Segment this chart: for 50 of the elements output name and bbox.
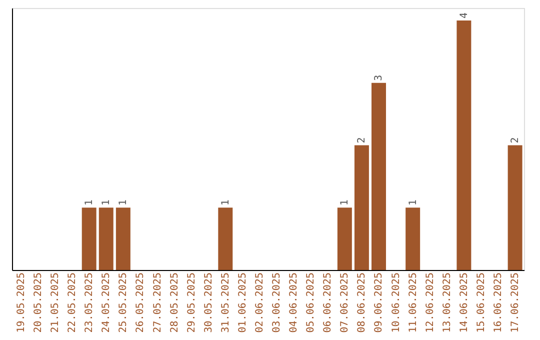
- x-tick-label: 12.06.2025: [424, 272, 436, 333]
- x-tick-label: 25.05.2025: [118, 272, 130, 333]
- data-label: 1: [118, 200, 130, 206]
- x-tick-label: 04.06.2025: [288, 272, 300, 333]
- x-tick-label: 27.05.2025: [152, 272, 164, 333]
- data-label: 3: [374, 74, 385, 81]
- x-tick-label: 11.06.2025: [408, 272, 419, 333]
- data-label: 2: [356, 137, 368, 144]
- x-tick-label: 10.06.2025: [390, 272, 402, 333]
- x-tick-label: 15.06.2025: [476, 272, 487, 333]
- bar: [218, 208, 233, 270]
- x-tick-label: 16.06.2025: [493, 272, 504, 333]
- x-tick-label: 09.06.2025: [374, 272, 385, 333]
- bar: [82, 208, 96, 270]
- data-label: 4: [458, 12, 470, 18]
- bar: [98, 208, 114, 270]
- x-tick-label: 24.05.2025: [101, 272, 112, 333]
- x-tick-label: 29.05.2025: [186, 272, 198, 333]
- x-tick-label: 26.05.2025: [135, 272, 146, 333]
- bar: [116, 208, 130, 270]
- x-tick-label: 30.05.2025: [203, 272, 214, 333]
- x-tick-label: 13.06.2025: [442, 272, 453, 333]
- x-tick-label: 23.05.2025: [84, 272, 96, 333]
- bar: [337, 208, 352, 270]
- data-label: 1: [340, 200, 351, 206]
- x-tick-label: 05.06.2025: [306, 272, 317, 333]
- bar: [372, 82, 386, 270]
- x-tick-label: 03.06.2025: [272, 272, 283, 333]
- bar: [456, 20, 472, 270]
- x-tick-label: 17.06.2025: [510, 272, 522, 333]
- bar: [508, 145, 522, 270]
- x-tick-label: 08.06.2025: [356, 272, 368, 333]
- x-tick-label: 20.05.2025: [32, 272, 44, 333]
- x-tick-label: 01.06.2025: [237, 272, 248, 333]
- data-label: 1: [220, 200, 232, 206]
- x-tick-label: 19.05.2025: [16, 272, 27, 333]
- x-tick-label: 31.05.2025: [220, 272, 232, 333]
- data-label: 2: [510, 137, 522, 144]
- data-label: 1: [408, 200, 419, 206]
- x-tick-label: 21.05.2025: [50, 272, 62, 333]
- x-tick-label: 28.05.2025: [169, 272, 180, 333]
- x-tick-label: 14.06.2025: [458, 272, 470, 333]
- data-label: 1: [101, 200, 112, 206]
- x-tick-label: 07.06.2025: [340, 272, 351, 333]
- x-tick-label: 02.06.2025: [254, 272, 266, 333]
- data-label: 1: [84, 200, 96, 206]
- x-tick-label: 06.06.2025: [322, 272, 334, 333]
- x-tick-label: 22.05.2025: [67, 272, 78, 333]
- bar: [406, 208, 420, 270]
- bar: [354, 145, 369, 270]
